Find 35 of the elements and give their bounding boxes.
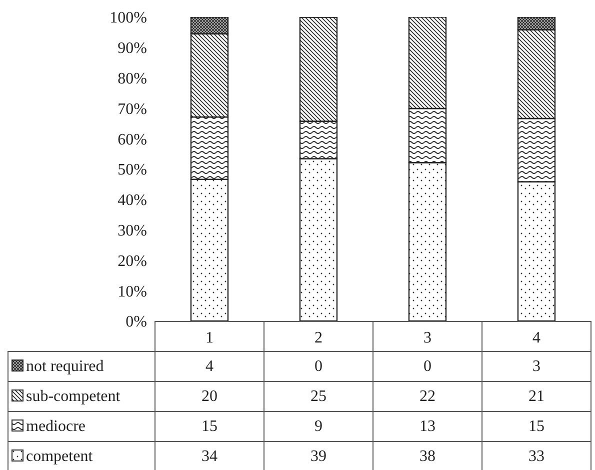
- y-tick-label: 80%: [118, 70, 147, 88]
- y-tick-label: 50%: [118, 162, 147, 179]
- legend-label: not required: [26, 358, 104, 375]
- text: 9: [314, 418, 322, 435]
- x-tick-label: 2: [314, 329, 322, 346]
- y-tick-label: 20%: [118, 252, 147, 270]
- text: 13: [420, 418, 436, 435]
- y-tick-label: 40%: [118, 192, 147, 210]
- x-tick-label: 1: [206, 329, 214, 346]
- y-tick-label: 0%: [126, 314, 147, 331]
- y-tick-label: 30%: [118, 222, 147, 240]
- legend-label: mediocre: [26, 418, 86, 435]
- text: 3: [532, 358, 540, 375]
- text: 33: [528, 448, 544, 465]
- text: 20: [202, 388, 218, 405]
- legend-label: sub-competent: [26, 388, 121, 405]
- text: 39: [310, 448, 326, 465]
- text: 0: [314, 358, 322, 375]
- y-tick-label: 90%: [118, 40, 147, 58]
- legend-label: competent: [26, 448, 94, 465]
- y-tick-label: 10%: [118, 283, 147, 300]
- y-tick-label: 100%: [110, 10, 147, 27]
- text: 15: [202, 418, 218, 435]
- y-tick-label: 60%: [118, 131, 147, 148]
- x-tick-label: 4: [532, 329, 540, 346]
- text: 0: [424, 358, 432, 375]
- x-tick-label: 3: [424, 329, 432, 346]
- text: 22: [420, 388, 436, 405]
- y-tick-label: 70%: [118, 100, 147, 118]
- text: 4: [206, 358, 214, 375]
- text: 15: [528, 418, 544, 435]
- text: 21: [528, 388, 544, 405]
- text: 25: [310, 388, 326, 405]
- text: 34: [202, 448, 218, 465]
- text: 38: [420, 448, 436, 465]
